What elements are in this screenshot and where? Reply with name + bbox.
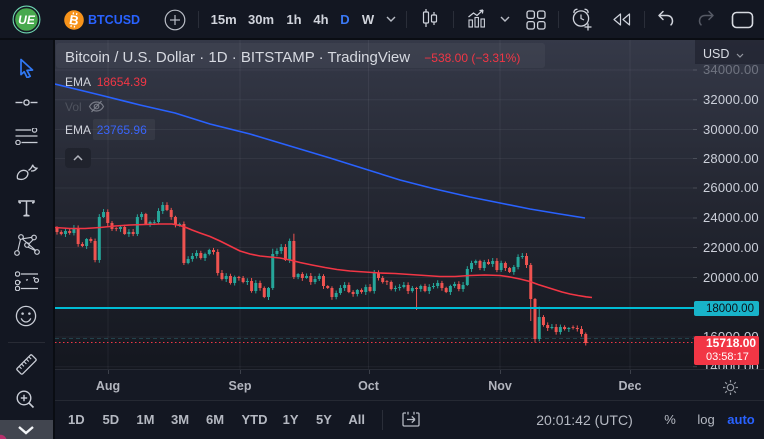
svg-text:UE: UE [18,13,36,27]
svg-text:B: B [68,12,80,28]
